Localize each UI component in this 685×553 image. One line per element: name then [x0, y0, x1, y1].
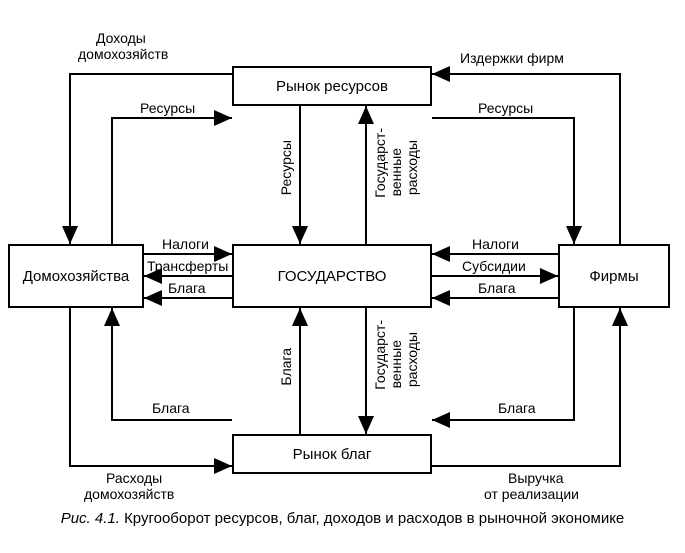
label-tax-right: Налоги: [472, 236, 519, 252]
node-label: Фирмы: [589, 268, 638, 285]
caption-prefix: Рис. 4.1.: [61, 510, 120, 527]
label-res-right: Ресурсы: [478, 100, 533, 116]
label-goods-right: Блага: [478, 280, 516, 296]
label-goods-up: Блага: [278, 348, 294, 386]
label-rev-2: от реализации: [484, 486, 579, 502]
node-resource-market: Рынок ресурсов: [232, 66, 432, 106]
node-firms: Фирмы: [558, 244, 670, 308]
label-gov-dn-2: венные: [388, 340, 404, 388]
label-gov-up-2: венные: [388, 148, 404, 196]
label-hh-spend-1: Расходы: [106, 470, 162, 486]
label-subsidies: Субсидии: [462, 258, 526, 274]
diagram-root: { "type": "flowchart", "colors": {"strok…: [0, 0, 685, 553]
node-label: ГОСУДАРСТВО: [278, 268, 387, 285]
node-state: ГОСУДАРСТВО: [232, 244, 432, 308]
label-hh-spend-2: домохозяйств: [84, 486, 174, 502]
node-label: Рынок ресурсов: [276, 78, 388, 95]
label-gov-dn-3: расходы: [404, 332, 420, 387]
label-tax-left: Налоги: [162, 236, 209, 252]
label-gov-dn-1: Государст-: [372, 320, 388, 390]
label-goods-bl: Блага: [152, 400, 190, 416]
node-households: Домохозяйства: [8, 244, 144, 308]
figure-caption: Рис. 4.1. Кругооборот ресурсов, благ, до…: [0, 510, 685, 527]
node-label: Рынок благ: [293, 446, 372, 463]
label-hh-income-2: домохозяйств: [78, 46, 168, 62]
node-goods-market: Рынок благ: [232, 434, 432, 474]
label-gov-up-3: расходы: [404, 140, 420, 195]
node-label: Домохозяйства: [23, 268, 130, 285]
label-hh-income-1: Доходы: [96, 30, 146, 46]
label-res-down: Ресурсы: [278, 140, 294, 195]
label-res-left: Ресурсы: [140, 100, 195, 116]
label-transfers: Трансферты: [147, 258, 228, 274]
label-rev-1: Выручка: [508, 470, 564, 486]
label-goods-br: Блага: [498, 400, 536, 416]
label-goods-left: Блага: [168, 280, 206, 296]
label-firm-costs: Издержки фирм: [460, 50, 564, 66]
caption-text: Кругооборот ресурсов, благ, доходов и ра…: [120, 510, 624, 527]
label-gov-up-1: Государст-: [372, 128, 388, 198]
